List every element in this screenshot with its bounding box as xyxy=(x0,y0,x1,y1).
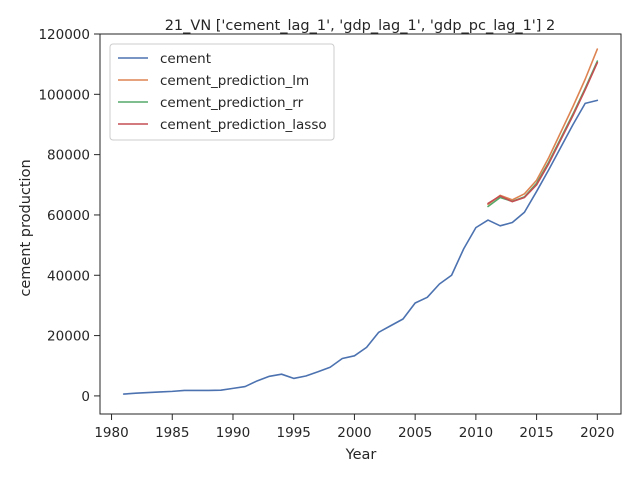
series-layer xyxy=(122,48,599,395)
legend: cement cement_prediction_lm cement_predict… xyxy=(109,43,335,141)
x-axis: 1980 1985 1990 1995 2000 2005 2010 2015 2020 xyxy=(94,414,614,441)
legend-label: cement xyxy=(160,51,211,67)
y-axis: 0 20000 40000 60000 80000 100000 120000 xyxy=(38,27,100,405)
legend-label: cement_prediction_lasso xyxy=(160,117,327,133)
legend-box xyxy=(109,43,335,141)
x-tick-label: 2010 xyxy=(459,425,493,441)
series-line-cement_prediction_lm xyxy=(487,48,599,206)
x-tick-label: 1985 xyxy=(155,425,189,441)
chart-title: 21_VN ['cement_lag_1', 'gdp_lag_1', 'gdp… xyxy=(165,18,556,34)
legend-label: cement_prediction_rr xyxy=(160,95,304,111)
x-tick-label: 2020 xyxy=(580,425,614,441)
legend-label: cement_prediction_lm xyxy=(160,73,309,89)
x-axis-title: Year xyxy=(345,447,377,463)
y-tick-label: 0 xyxy=(81,389,90,405)
x-tick-label: 1980 xyxy=(94,425,128,441)
y-tick-label: 20000 xyxy=(47,329,90,345)
plot-area xyxy=(99,33,622,415)
y-axis-title: cement production xyxy=(18,159,34,296)
series-line-cement xyxy=(122,99,599,395)
x-tick-label: 2015 xyxy=(519,425,553,441)
x-tick-label: 2000 xyxy=(337,425,371,441)
x-tick-label: 1995 xyxy=(277,425,311,441)
x-tick-label: 1990 xyxy=(216,425,250,441)
y-tick-label: 100000 xyxy=(38,87,90,103)
series-line-cement_prediction_lasso xyxy=(487,61,599,205)
y-tick-label: 60000 xyxy=(47,208,90,224)
plot-frame xyxy=(99,33,622,415)
y-tick-label: 120000 xyxy=(38,27,90,43)
y-tick-label: 80000 xyxy=(47,148,90,164)
x-tick-label: 2005 xyxy=(398,425,432,441)
y-tick-label: 40000 xyxy=(47,268,90,284)
